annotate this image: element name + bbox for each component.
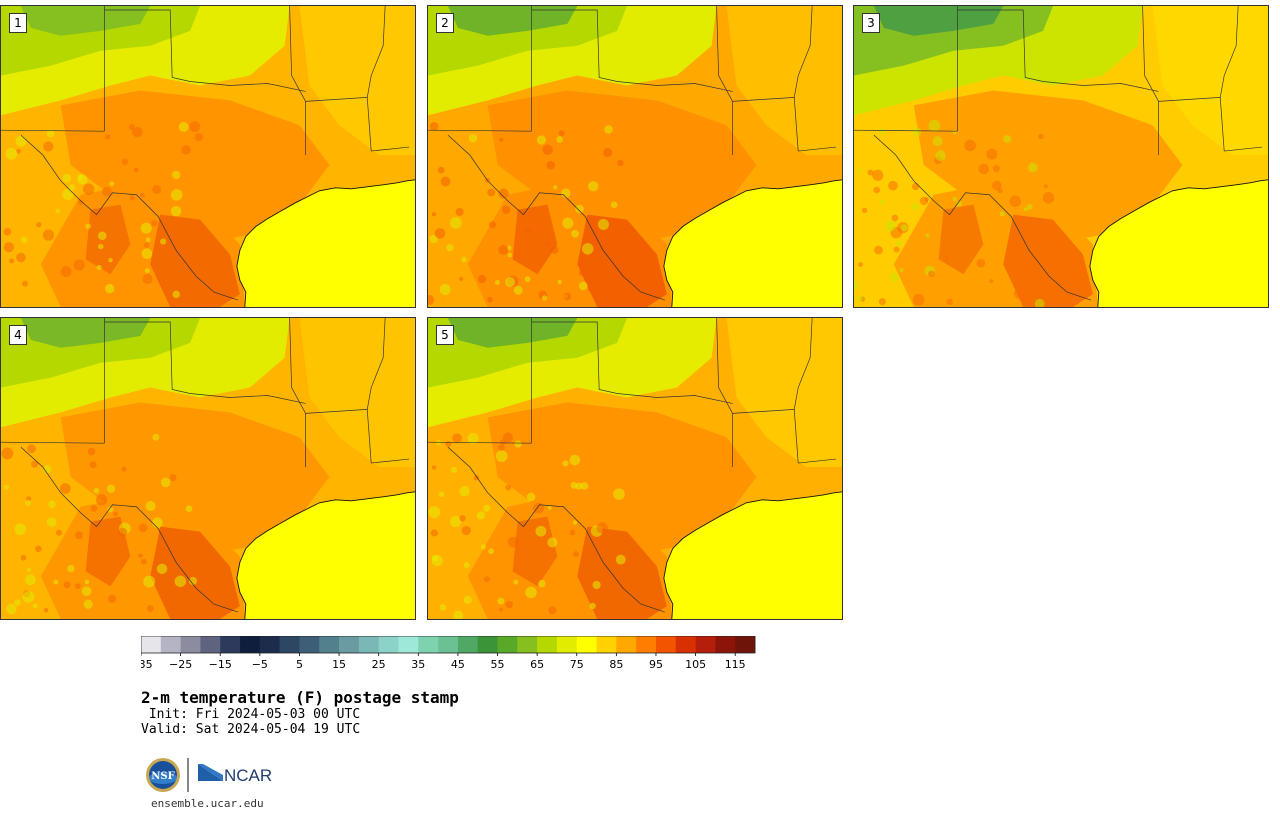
colorbar-swatch <box>160 636 181 653</box>
colorbar-swatch <box>141 636 162 653</box>
colorbar-swatch <box>636 636 657 653</box>
colorbar-swatch <box>339 636 360 653</box>
ensemble-member-map-2: 2 <box>427 5 843 308</box>
colorbar-tick-label: 85 <box>609 658 623 671</box>
ncar-logo: NCAR <box>198 764 272 785</box>
colorbar-swatch <box>398 636 419 653</box>
temperature-field <box>1 318 415 619</box>
member-number-label: 5 <box>436 325 454 345</box>
colorbar-tick-label: 15 <box>332 658 346 671</box>
figure-title: 2-m temperature (F) postage stamp <box>141 688 459 707</box>
colorbar-tick-label: 35 <box>411 658 425 671</box>
colorbar-tick-label: −5 <box>252 658 268 671</box>
colorbar-swatch <box>556 636 578 653</box>
colorbar-tick-label: 5 <box>296 658 303 671</box>
colorbar-tick-label: 115 <box>725 658 746 671</box>
ensemble-member-map-5: 5 <box>427 317 843 620</box>
colorbar-swatch <box>655 636 677 653</box>
colorbar-tick-label: 75 <box>570 658 584 671</box>
colorbar-tick-label: −15 <box>209 658 232 671</box>
temperature-field <box>428 318 842 619</box>
ncar-logo-text: NCAR <box>224 766 272 785</box>
colorbar-tick-label: 55 <box>491 658 505 671</box>
colorbar-tick-label: −35 <box>141 658 153 671</box>
colorbar-tick-label: 45 <box>451 658 465 671</box>
colorbar-swatch <box>319 636 340 653</box>
website-url: ensemble.ucar.edu <box>151 797 264 810</box>
colorbar-swatch <box>299 636 320 653</box>
colorbar-swatch <box>378 636 399 653</box>
nsf-logo-text: NSF <box>151 771 174 782</box>
colorbar-swatch <box>576 636 597 653</box>
temperature-field <box>428 6 842 307</box>
member-number-label: 3 <box>862 13 880 33</box>
colorbar-swatch <box>596 636 617 653</box>
sponsor-logos: NSF NCAR <box>146 758 272 792</box>
colorbar-swatch <box>180 636 201 653</box>
colorbar-swatch <box>240 636 261 653</box>
colorbar-swatch <box>616 636 637 653</box>
ensemble-member-map-1: 1 <box>0 5 416 308</box>
colorbar-swatch <box>477 636 498 653</box>
temperature-field <box>1 6 415 307</box>
colorbar-tick-label: 65 <box>530 658 544 671</box>
ensemble-member-map-4: 4 <box>0 317 416 620</box>
colorbar-swatch <box>438 636 459 653</box>
colorbar-swatch <box>279 636 300 653</box>
member-number-label: 1 <box>9 13 27 33</box>
member-number-label: 2 <box>436 13 454 33</box>
colorbar-swatch <box>537 636 558 653</box>
colorbar-swatch <box>675 636 696 653</box>
member-number-label: 4 <box>9 325 27 345</box>
valid-time: Valid: Sat 2024-05-04 19 UTC <box>141 722 361 737</box>
colorbar-swatch <box>497 636 518 653</box>
colorbar-swatch <box>418 636 439 653</box>
colorbar-swatch <box>517 636 538 653</box>
colorbar-swatch <box>715 636 736 653</box>
ensemble-member-map-3: 3 <box>853 5 1269 308</box>
colorbar-tick-label: 95 <box>649 658 663 671</box>
colorbar-swatch <box>457 636 479 653</box>
colorbar-swatch <box>735 636 756 653</box>
colorbar-tick-label: 25 <box>372 658 386 671</box>
colorbar-swatch <box>259 636 280 653</box>
colorbar-tick-label: −25 <box>169 658 192 671</box>
colorbar-swatch <box>220 636 241 653</box>
init-time: Init: Fri 2024-05-03 00 UTC <box>141 707 361 722</box>
temperature-field <box>854 6 1268 307</box>
nsf-logo: NSF <box>146 758 180 792</box>
temperature-colorbar: −35 −25 −15 −5 5 15 25 35 45 55 65 75 85 95 105 115 <box>141 636 756 671</box>
colorbar-swatch <box>695 636 716 653</box>
colorbar-swatch <box>358 636 379 653</box>
colorbar-swatch <box>200 636 221 653</box>
colorbar-tick-label: 105 <box>685 658 706 671</box>
